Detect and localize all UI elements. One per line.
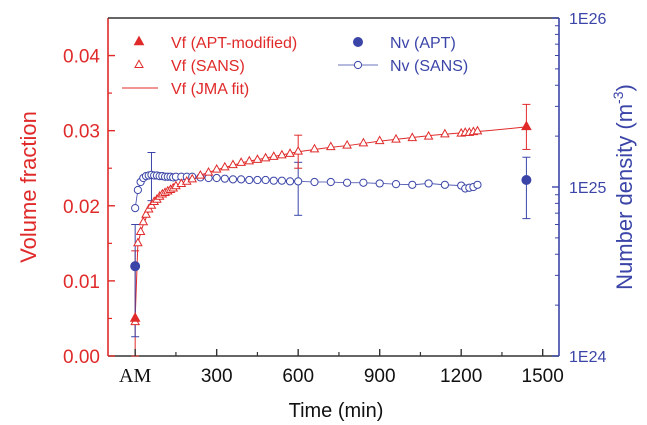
nv-sans-point [131,204,140,213]
x-tick-label: 1500 [522,366,564,387]
vf-sans-point [309,143,320,153]
nv-apt-error-bar [522,156,531,220]
vf-sans-point [293,145,304,155]
vf-sans-point [391,133,401,143]
y-right-tick-label: 1E25 [569,180,606,197]
nv-sans-point [440,180,449,189]
vf-sans-point [374,135,385,145]
x-tick-label: 1200 [440,366,482,387]
vf-sans-point [260,152,271,162]
nv-apt-point [521,175,532,186]
vf-sans-point [228,159,238,169]
vf-sans-point [187,173,198,183]
legend: Vf (APT-modified) Vf (SANS) Vf (JMA fit)… [122,35,468,98]
vf-apt-point [521,120,532,131]
vf-sans-point [244,155,255,165]
legend-label-nv-apt: Nv (APT) [390,35,456,52]
x-axis-label: Time (min) [289,400,384,422]
legend-symbol-vf-sans [134,59,144,68]
vf-sans-point [203,166,214,176]
nv-sans-error-bar [294,161,303,216]
nv-sans-point [424,179,433,188]
nv-sans-point [277,176,286,185]
nv-sans-point [237,175,246,184]
y2label-end: ) [612,84,637,91]
nv-sans-point [310,177,319,187]
nv-apt-point [130,261,141,272]
vf-sans-point [342,139,352,149]
vf-sans-point [138,216,149,226]
nv-sans-point [326,177,335,187]
vf-sans-point [440,128,450,138]
nv-sans-point [391,180,401,189]
legend-symbol-nv-sans-marker [353,60,363,70]
nv-sans-point [269,176,278,185]
jma-fit-line [134,126,527,319]
vf-sans-point [195,169,206,179]
vf-sans-point [219,161,230,171]
y-left-tick-label: 0.04 [63,47,100,68]
vf-sans-point [407,132,418,142]
vf-sans-point [325,141,336,151]
vf-apt-point [129,312,141,322]
plot-frame [107,17,560,357]
nv-sans-point [359,178,368,187]
nv-sans-point [375,179,384,188]
nv-sans-point [245,175,254,185]
vf-sans-point [236,157,246,166]
vf-sans-point [141,209,151,218]
vf-sans-point [252,154,263,163]
vf-sans-point [211,163,222,173]
x-tick-label: AM [119,365,151,387]
nv-sans-point [220,174,229,183]
legend-symbol-nv-apt [353,37,363,47]
nv-sans-point [285,177,295,186]
vf-sans-point [268,151,279,160]
nv-sans-point [342,178,352,187]
nv-sans-point [473,180,482,189]
y2label-sup: -3 [610,91,626,104]
nv-sans-point [261,175,270,185]
legend-label-nv-sans: Nv (SANS) [390,58,468,75]
legend-label-vf-sans: Vf (SANS) [171,58,245,75]
vf-sans-point [472,125,483,135]
series-layer [129,103,532,357]
legend-symbol-vf-apt [133,35,145,46]
y-right-tick-label: 1E26 [569,11,606,28]
vf-sans-point [358,137,369,147]
nv-sans-point [408,180,417,189]
legend-label-vf-apt: Vf (APT-modified) [171,35,297,52]
nv-sans-point [212,173,221,183]
nv-sans-point [228,175,238,184]
x-tick-label: 900 [364,366,396,387]
y-axis-label-right: Number density (m-3) [610,84,637,290]
y-left-tick-label: 0.00 [63,347,100,368]
ticks-layer: 0.00 0.01 0.02 0.03 0.04 1E24 1E25 1E26 AM 300 600… [63,11,606,387]
nv-sans-point [253,175,262,185]
y-left-tick-label: 0.03 [63,122,100,143]
vf-sans-point [277,149,287,159]
y2label-base: Number density (m [612,104,637,290]
x-tick-label: 600 [282,366,314,387]
x-tick-label: 300 [201,366,233,387]
legend-label-vf-jma: Vf (JMA fit) [171,81,249,98]
nv-sans-point [294,177,303,186]
vf-sans-point [135,226,146,236]
vf-sans-point [285,148,295,157]
y-right-tick-label: 1E24 [569,349,606,366]
vf-sans-point [133,237,143,247]
nv-sans-point [133,185,142,195]
y-left-tick-label: 0.01 [63,272,100,293]
y-left-tick-label: 0.02 [63,197,100,218]
y-axis-label-left: Volume fraction [16,111,41,263]
vf-sans-point [423,130,434,140]
